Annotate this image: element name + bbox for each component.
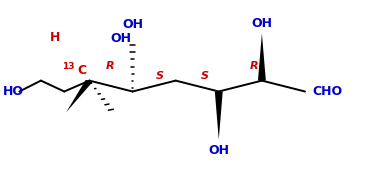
Text: S: S (155, 71, 164, 81)
Text: 13: 13 (62, 62, 74, 72)
Text: CHO: CHO (312, 85, 342, 98)
Polygon shape (258, 33, 266, 81)
Text: R: R (105, 61, 114, 71)
Text: HO: HO (3, 85, 23, 98)
Text: OH: OH (251, 17, 272, 30)
Text: OH: OH (122, 18, 143, 31)
Text: OH: OH (110, 32, 131, 45)
Text: H: H (50, 31, 61, 44)
Polygon shape (215, 92, 223, 140)
Polygon shape (66, 80, 93, 112)
Text: S: S (200, 71, 208, 81)
Text: R: R (250, 61, 258, 71)
Text: C: C (77, 64, 86, 77)
Text: OH: OH (208, 144, 229, 157)
